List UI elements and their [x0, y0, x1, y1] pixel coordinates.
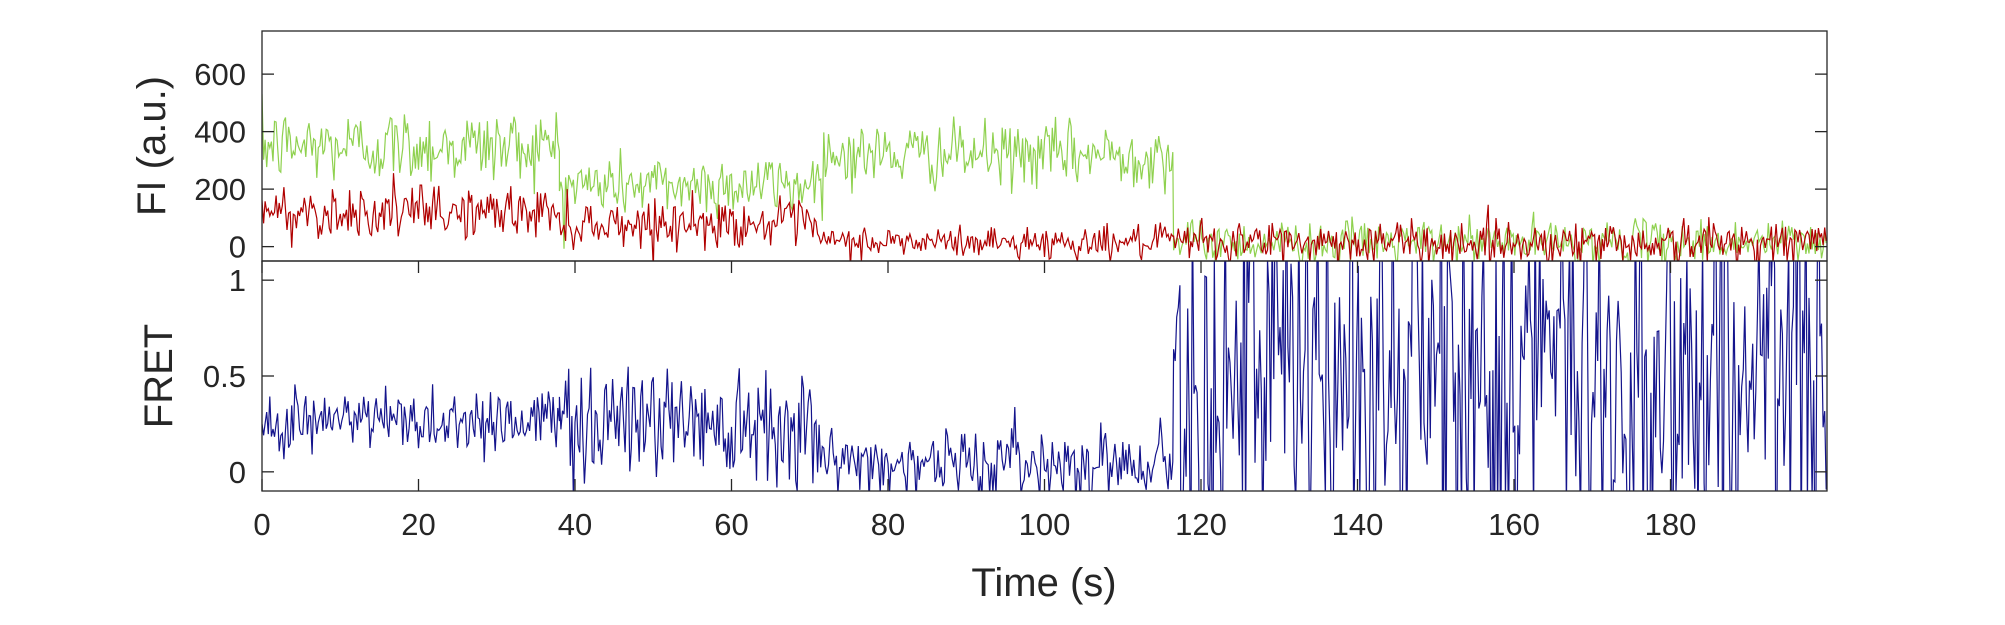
top-panel: 0 200 400 600 FI (a.u.) — [130, 30, 1828, 265]
bottom-plot-frame — [261, 260, 1828, 492]
x-tick-label: 60 — [714, 507, 748, 542]
bottom-y-ticks: 00.51 — [203, 263, 1827, 490]
top-series-group — [262, 94, 1827, 261]
x-ticks: 0 20 40 60 80 100 120 140 160 180 — [253, 261, 1696, 542]
bottom-panel: 00.51 0 20 40 60 80 100 120 140 160 180 FRET Time… — [137, 260, 1828, 605]
y-tick-label: 0 — [229, 230, 246, 265]
y-tick-label: 0.5 — [203, 359, 246, 394]
x-tick-label: 180 — [1645, 507, 1697, 542]
x-tick-label: 0 — [253, 507, 270, 542]
x-tick-label: 80 — [871, 507, 905, 542]
y-tick-label: 0 — [229, 455, 246, 490]
series-line-fret — [262, 261, 1827, 491]
x-tick-label: 140 — [1332, 507, 1384, 542]
y-tick-label: 200 — [194, 172, 246, 207]
y-tick-label: 1 — [229, 263, 246, 298]
bottom-y-axis-label: FRET — [137, 324, 181, 428]
series-line-acceptor — [262, 173, 1827, 261]
bottom-series-group — [262, 261, 1827, 491]
y-tick-label: 600 — [194, 57, 246, 92]
x-tick-label: 100 — [1019, 507, 1071, 542]
x-tick-label: 40 — [558, 507, 592, 542]
x-tick-label: 20 — [401, 507, 435, 542]
x-axis-label: Time (s) — [971, 561, 1116, 605]
x-tick-label: 160 — [1488, 507, 1540, 542]
top-y-axis-label: FI (a.u.) — [130, 76, 174, 216]
series-line-donor — [262, 94, 1827, 261]
top-y-ticks: 0 200 400 600 — [194, 57, 1827, 265]
x-tick-label: 120 — [1175, 507, 1227, 542]
y-tick-label: 400 — [194, 115, 246, 150]
